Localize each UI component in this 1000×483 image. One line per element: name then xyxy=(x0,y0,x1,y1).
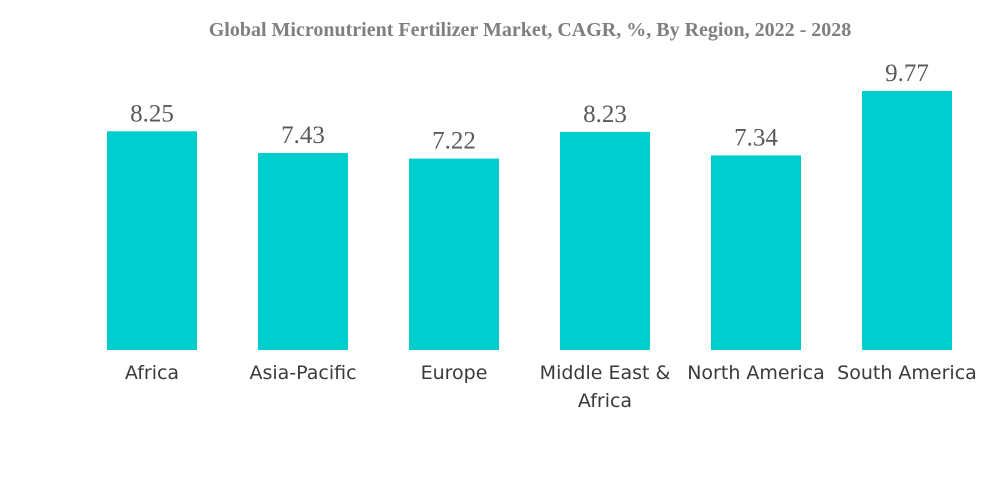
category-label-line: Middle East & xyxy=(540,362,671,384)
category-label: South America xyxy=(837,362,977,384)
category-label: Africa xyxy=(125,362,179,384)
value-label: 7.43 xyxy=(281,122,325,149)
chart-title: Global Micronutrient Fertilizer Market, … xyxy=(209,19,852,41)
bar-north-america xyxy=(711,155,801,350)
category-label-line: Europe xyxy=(421,362,488,384)
value-label: 8.25 xyxy=(130,100,174,127)
category-label-line: North America xyxy=(687,362,825,384)
value-label: 7.22 xyxy=(432,128,476,155)
category-labels-group: Africa Asia-Pacific Europe Middle East & Afr… xyxy=(125,362,977,412)
category-label-line: South America xyxy=(837,362,977,384)
bar-africa xyxy=(107,131,197,350)
category-label: Middle East & Africa xyxy=(540,362,671,412)
bar-south-america xyxy=(862,91,952,350)
value-label: 8.23 xyxy=(583,101,627,128)
category-label: Asia-Pacific xyxy=(249,362,356,384)
category-label-line: Africa xyxy=(125,362,179,384)
bar-europe xyxy=(409,158,499,350)
value-label: 9.77 xyxy=(885,60,929,87)
category-label: North America xyxy=(687,362,825,384)
value-label: 7.34 xyxy=(734,124,778,151)
category-label-line: Africa xyxy=(578,390,632,412)
bar-middle-east-africa xyxy=(560,131,650,350)
bars-group xyxy=(107,91,952,350)
value-labels-group: 8.25 7.43 7.22 8.23 7.34 9.77 xyxy=(130,60,929,155)
category-label: Europe xyxy=(421,362,488,384)
bar-asia-pacific xyxy=(258,153,348,350)
category-label-line: Asia-Pacific xyxy=(249,362,356,384)
